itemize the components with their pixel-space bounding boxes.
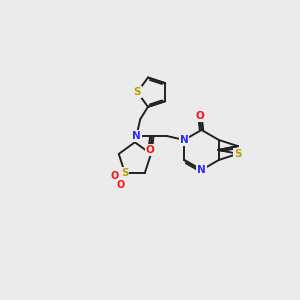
Text: O: O [196, 111, 204, 121]
Text: N: N [132, 131, 141, 141]
Text: S: S [234, 149, 242, 159]
Text: O: O [117, 180, 125, 190]
Text: O: O [146, 145, 154, 155]
Text: N: N [180, 135, 188, 145]
Text: O: O [111, 171, 119, 181]
Text: N: N [197, 165, 206, 175]
Text: S: S [134, 87, 141, 97]
Text: S: S [121, 168, 129, 178]
